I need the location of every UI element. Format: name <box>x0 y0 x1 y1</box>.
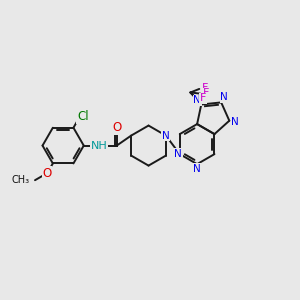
Text: N: N <box>174 148 182 158</box>
Text: F: F <box>201 83 208 93</box>
Text: O: O <box>112 122 122 134</box>
Text: Cl: Cl <box>77 110 89 123</box>
Text: N: N <box>162 130 170 141</box>
Text: NH: NH <box>91 141 107 151</box>
Text: F: F <box>202 88 209 98</box>
Text: F: F <box>200 93 206 103</box>
Text: N: N <box>220 92 228 102</box>
Text: N: N <box>194 95 201 105</box>
Text: N: N <box>231 117 239 127</box>
Text: N: N <box>193 164 201 174</box>
Text: CH₃: CH₃ <box>12 175 30 185</box>
Text: O: O <box>43 167 52 180</box>
